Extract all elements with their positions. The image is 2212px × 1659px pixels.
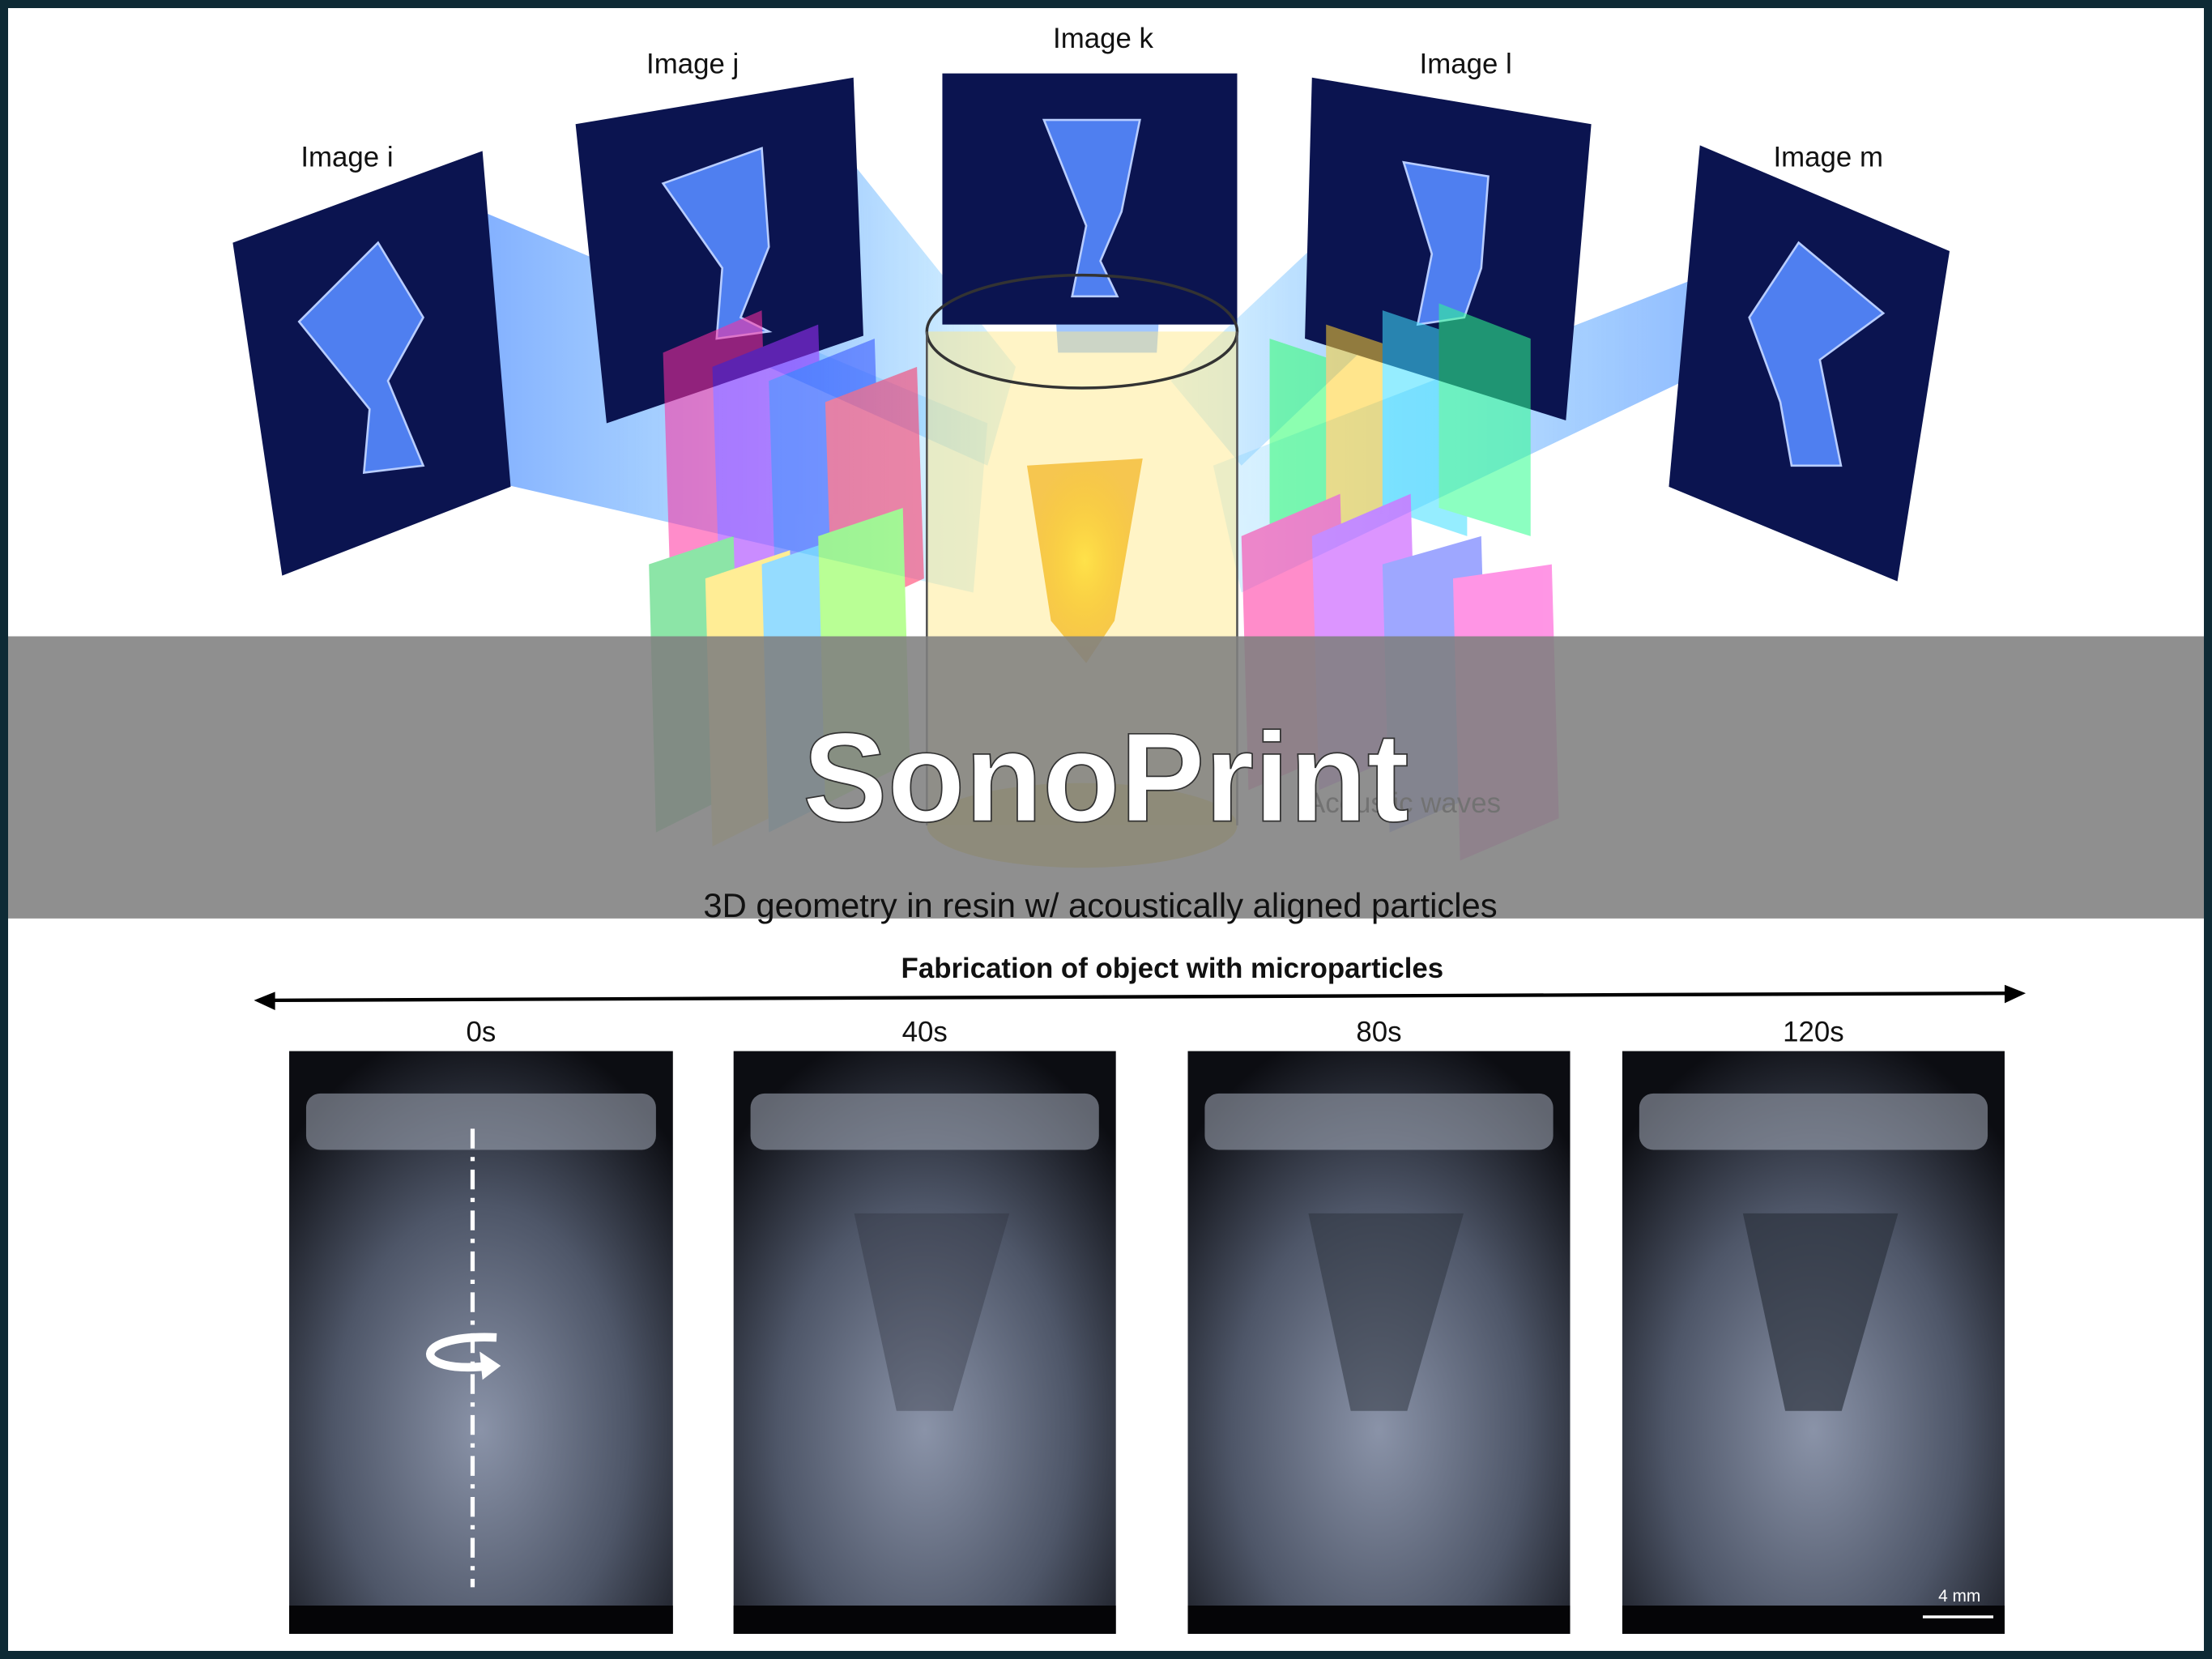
image-label: Image j [646, 49, 739, 80]
image-label: Image i [300, 142, 393, 173]
time-panels: 0s 40s 80s 120s 4 mm [289, 1016, 2005, 1634]
top-band [305, 1093, 656, 1150]
bottom-dark [733, 1606, 1116, 1634]
top-band [1639, 1093, 1988, 1150]
panel-silhouettes [297, 118, 1886, 474]
slide-title: SonoPrint [803, 707, 1409, 849]
time-label: 120s [1783, 1016, 1844, 1047]
image-label: Image m [1773, 142, 1883, 173]
time-label: 80s [1356, 1016, 1401, 1047]
object-shadow [1308, 1213, 1464, 1411]
bottom-dark [289, 1606, 673, 1634]
bottom-dark [1187, 1606, 1571, 1634]
rotation-arrowhead [479, 1351, 501, 1380]
caption: 3D geometry in resin w/ acoustically ali… [703, 886, 1497, 924]
image-label: Image l [1420, 49, 1512, 80]
bottom-dark [1622, 1606, 2005, 1634]
object-shadow [854, 1213, 1010, 1411]
title-band [0, 636, 2212, 919]
timeline-arrow [254, 984, 2027, 1011]
fabrication-heading: Fabrication of object with microparticle… [901, 953, 1444, 984]
scale-bar-label: 4 mm [1938, 1587, 1980, 1606]
top-band [1204, 1093, 1554, 1150]
top-band [750, 1093, 1099, 1150]
image-label: Image k [1053, 23, 1153, 54]
time-label: 0s [467, 1016, 497, 1047]
object-shadow [1742, 1213, 1899, 1411]
image-labels: Image i Image j Image k Image l Image m [300, 23, 1883, 173]
time-label: 40s [902, 1016, 948, 1047]
rotation-arrow [426, 1333, 497, 1372]
